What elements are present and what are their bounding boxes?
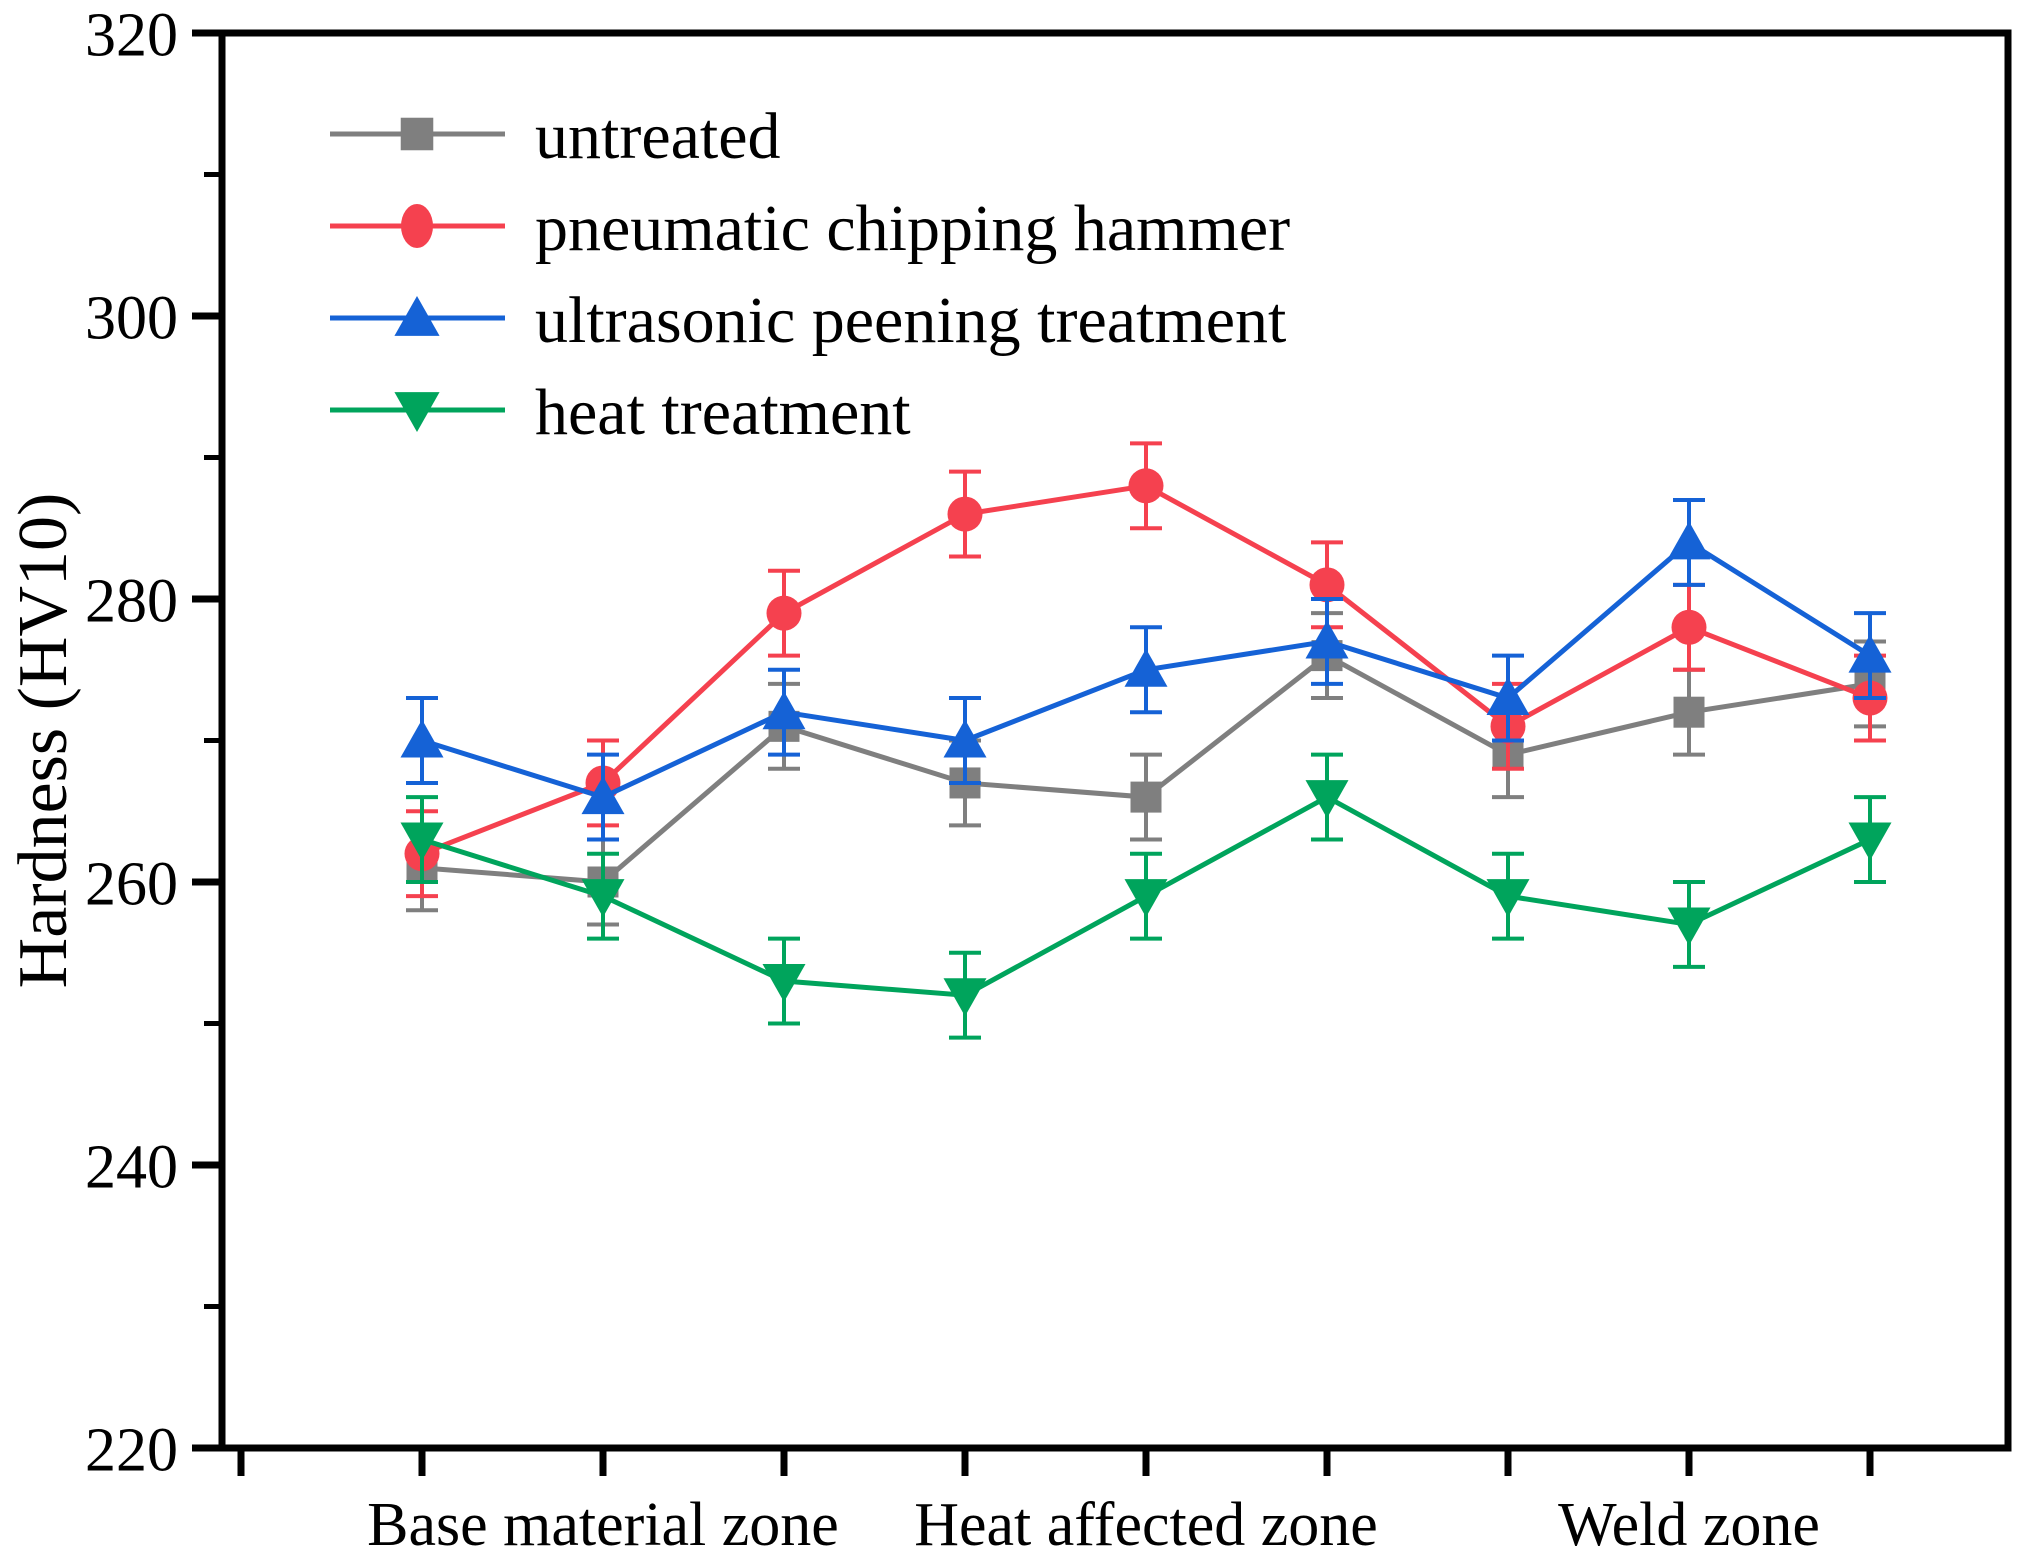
data-point-ultrasonic-peening-treatment-9: [1848, 634, 1892, 673]
legend-item-pneumatic-chipping-hammer: pneumatic chipping hammer: [330, 192, 1290, 265]
data-point-heat-treatment-8: [1667, 907, 1711, 946]
data-point-pneumatic-chipping-hammer-8: [1671, 609, 1707, 645]
data-point-heat-treatment-3: [762, 964, 806, 1003]
legend-marker-circle-icon: [401, 204, 433, 248]
data-point-ultrasonic-peening-treatment-7: [1486, 677, 1530, 716]
y-tick-label-300: 300: [85, 284, 178, 352]
x-zone-label: Base material zone: [367, 1491, 839, 1559]
data-point-heat-treatment-7: [1486, 879, 1530, 918]
legend-label: heat treatment: [535, 376, 911, 449]
y-axis-title: Hardness (HV10): [5, 493, 82, 989]
y-tick-label-260: 260: [85, 850, 178, 918]
data-point-untreated-8: [1673, 696, 1705, 728]
y-tick-label-240: 240: [85, 1133, 178, 1201]
data-point-pneumatic-chipping-hammer-5: [1128, 468, 1164, 504]
data-point-untreated-5: [1130, 781, 1162, 813]
data-point-pneumatic-chipping-hammer-4: [947, 496, 983, 532]
legend-item-ultrasonic-peening-treatment: ultrasonic peening treatment: [330, 284, 1286, 357]
data-point-ultrasonic-peening-treatment-4: [943, 719, 987, 758]
x-zone-label: Heat affected zone: [914, 1491, 1378, 1559]
data-point-heat-treatment-1: [400, 822, 444, 861]
data-point-heat-treatment-9: [1848, 822, 1892, 861]
data-point-ultrasonic-peening-treatment-6: [1305, 620, 1349, 659]
data-point-pneumatic-chipping-hammer-3: [766, 595, 802, 631]
data-point-ultrasonic-peening-treatment-3: [762, 691, 806, 730]
y-tick-label-280: 280: [85, 567, 178, 635]
legend-item-heat-treatment: heat treatment: [330, 376, 911, 449]
legend-item-untreated: untreated: [330, 100, 781, 173]
data-point-heat-treatment-6: [1305, 780, 1349, 819]
data-point-ultrasonic-peening-treatment-5: [1124, 648, 1168, 687]
legend-label: pneumatic chipping hammer: [535, 192, 1290, 265]
data-point-heat-treatment-4: [943, 978, 987, 1017]
data-point-pneumatic-chipping-hammer-6: [1309, 567, 1345, 603]
data-point-heat-treatment-5: [1124, 879, 1168, 918]
y-tick-label-220: 220: [85, 1416, 178, 1484]
data-point-ultrasonic-peening-treatment-2: [581, 776, 625, 815]
data-point-ultrasonic-peening-treatment-8: [1667, 521, 1711, 560]
data-point-heat-treatment-2: [581, 879, 625, 918]
legend-label: untreated: [535, 100, 781, 173]
data-point-ultrasonic-peening-treatment-1: [400, 719, 444, 758]
legend-marker-square-icon: [400, 117, 434, 151]
y-tick-label-320: 320: [85, 1, 178, 69]
legend-marker-triangle-up-icon: [394, 295, 440, 336]
x-zone-label: Weld zone: [1558, 1491, 1820, 1559]
legend-label: ultrasonic peening treatment: [535, 284, 1286, 357]
legend-marker-triangle-down-icon: [394, 392, 440, 433]
